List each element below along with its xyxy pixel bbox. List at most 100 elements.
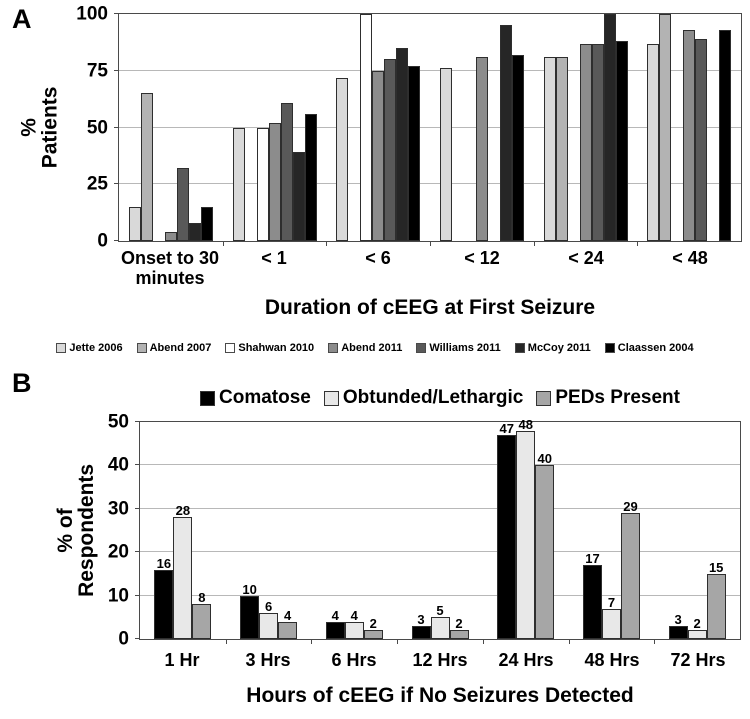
- bar-slot: [511, 14, 524, 241]
- bar-slot: [164, 14, 177, 241]
- bar-slot: 16: [154, 422, 174, 639]
- bar-claassen-2004-12: [511, 54, 524, 241]
- bar-peds-present-72-hrs: 15: [706, 561, 726, 639]
- bar-value-label: 4: [283, 607, 292, 623]
- bar-obtunded-lethargic-3-hrs: 6: [259, 600, 279, 639]
- bar-value-label: 2: [693, 616, 701, 632]
- legend-label-peds-present: PEDs Present: [555, 387, 680, 408]
- bar-value-label: 40: [537, 451, 552, 467]
- bar-slot: [579, 14, 592, 241]
- bar-slot: 3: [411, 422, 431, 639]
- y-tick-mark: [114, 240, 119, 241]
- bar-slot: [464, 14, 476, 241]
- bar-slot: 40: [535, 422, 555, 639]
- gridline-25: [119, 183, 741, 185]
- bar-value-label: 4: [331, 607, 339, 623]
- bar-obtunded-lethargic-1-hr: 28: [173, 504, 193, 639]
- legend-swatch-mccoy-2011: [514, 343, 525, 353]
- panel-b-plot-area: 0 10 20 30 40 50 16 28 8 10 6 4 4 4 2 3 5 2 47 48 40 17 7 29 3 2 1…: [108, 413, 741, 649]
- legend-item-abend-2007: Abend 2007: [136, 342, 212, 354]
- bar-slot: [408, 14, 421, 241]
- bar-value-label: 29: [623, 499, 638, 515]
- legend-item-abend-2011: Abend 2011: [328, 342, 402, 354]
- bar-obtunded-lethargic-72-hrs: 2: [687, 617, 707, 639]
- panel-b-x-axis-title: Hours of cEEG if No Seizures Detected: [246, 684, 634, 707]
- y-tick-label-25: 25: [86, 173, 108, 195]
- bar-group-72-hrs: 3 2 15: [654, 422, 740, 639]
- x-tick-label-1-hr: 1 Hr: [164, 650, 200, 670]
- panel-b-y-axis-title: % of Respondents: [53, 463, 99, 598]
- bar-value-label: 6: [264, 598, 273, 614]
- bar-value-label: 3: [417, 611, 425, 627]
- bar-value-label: 17: [585, 551, 600, 567]
- y-tick-label-75: 75: [86, 60, 108, 82]
- legend-label-obtunded-lethargic: Obtunded/Lethargic: [342, 387, 524, 408]
- bar-group-12: [430, 14, 534, 241]
- x-tick-label-24-hrs: 24 Hrs: [498, 650, 554, 670]
- bar-slot: [245, 14, 257, 241]
- bar-williams-2011-24: [591, 43, 604, 241]
- legend-item-obtunded-lethargic: Obtunded/Lethargic: [323, 387, 524, 409]
- bar-claassen-2004-24: [615, 41, 628, 241]
- bar-claassen-2004-6: [408, 66, 421, 241]
- bar-williams-2011-48: [695, 38, 708, 241]
- bar-abend-2011-1: [268, 122, 281, 241]
- legend-label-mccoy-2011: McCoy 2011: [527, 342, 591, 354]
- bar-slot: [568, 14, 580, 241]
- bar-abend-2011-48: [683, 29, 696, 241]
- bar-value-label: 16: [156, 555, 172, 571]
- bar-group-48: [637, 14, 741, 241]
- bar-slot: [603, 14, 616, 241]
- bar-williams-2011-onset-to-30-minutes: [176, 168, 189, 241]
- bar-mccoy-2011-12: [499, 25, 512, 241]
- legend-label-abend-2007: Abend 2007: [149, 342, 212, 354]
- y-tick-mark: [135, 507, 140, 509]
- x-tick-mark: [397, 639, 399, 644]
- x-tick-label-24: < 24: [568, 248, 604, 268]
- bar-slot: [128, 14, 141, 241]
- bar-abend-2011-onset-to-30-minutes: [164, 231, 177, 241]
- bar-peds-present-3-hrs: 4: [278, 609, 298, 639]
- y-tick-mark: [114, 69, 119, 71]
- bar-abend-2007-24: [555, 57, 568, 241]
- bar-slot: [153, 14, 165, 241]
- bar-slot: [555, 14, 568, 241]
- bar-shahwan-2010-6: [360, 14, 373, 241]
- bar-value-label: 15: [708, 559, 724, 575]
- bar-slot: [384, 14, 397, 241]
- bar-obtunded-lethargic-6-hrs: 4: [344, 609, 364, 639]
- bar-abend-2007-onset-to-30-minutes: [140, 93, 153, 241]
- x-tick-label-48: < 48: [672, 248, 708, 268]
- panel-a-x-tick-labels: Onset to 30 minutes < 1 < 6 < 12 < 24 < 48: [118, 248, 742, 288]
- y-tick-mark: [135, 464, 140, 466]
- y-tick-label-10: 10: [107, 585, 129, 607]
- bar-slot: 15: [706, 422, 726, 639]
- bar-slot: 4: [344, 422, 364, 639]
- bar-claassen-2004-onset-to-30-minutes: [200, 206, 213, 241]
- bar-slot: 3: [668, 422, 688, 639]
- bar-abend-2011-6: [372, 70, 385, 241]
- bar-slot: [647, 14, 660, 241]
- panel-a-y-axis-title: % Patients: [17, 86, 62, 169]
- bar-value-label: 47: [499, 421, 514, 437]
- bar-group-3-hrs: 10 6 4: [226, 422, 312, 639]
- bar-slot: [591, 14, 604, 241]
- legend-label-williams-2011: Williams 2011: [429, 342, 501, 354]
- bar-comatose-24-hrs: 47: [497, 422, 517, 639]
- legend-swatch-peds-present: [536, 390, 552, 406]
- legend-label-claassen-2004: Claassen 2004: [617, 342, 694, 354]
- y-tick-mark: [114, 13, 119, 14]
- bar-jette-2006-48: [647, 43, 660, 241]
- bar-value-label: 5: [436, 603, 444, 619]
- y-tick-label-50: 50: [86, 117, 108, 138]
- bar-comatose-3-hrs: 10: [240, 583, 260, 639]
- y-tick-label-50: 50: [107, 411, 129, 433]
- bar-slot: [695, 14, 708, 241]
- bar-abend-2011-24: [579, 43, 592, 241]
- x-tick-label-6-hrs: 6 Hrs: [331, 650, 377, 670]
- bar-value-label: 2: [369, 616, 377, 632]
- x-tick-mark: [568, 639, 570, 644]
- bar-obtunded-lethargic-48-hrs: 7: [601, 596, 621, 639]
- y-tick-mark: [114, 183, 119, 185]
